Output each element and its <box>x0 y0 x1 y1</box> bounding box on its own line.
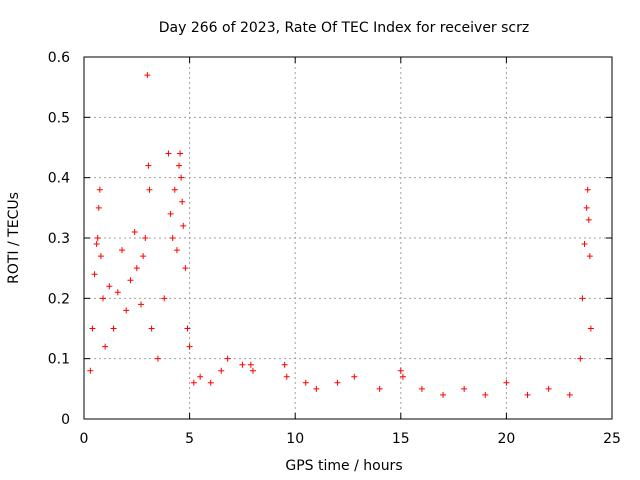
data-point <box>587 325 594 332</box>
data-point <box>302 379 309 386</box>
data-point <box>376 385 383 392</box>
data-point <box>114 289 121 296</box>
data-point <box>334 379 341 386</box>
x-tick-label: 0 <box>80 431 89 447</box>
data-point <box>545 385 552 392</box>
data-point <box>171 186 178 193</box>
data-point <box>93 241 100 248</box>
data-point <box>91 271 98 278</box>
data-point <box>177 150 184 157</box>
data-point <box>146 186 153 193</box>
data-point <box>119 247 126 254</box>
data-point <box>94 235 101 241</box>
x-tick-label: 5 <box>185 431 194 447</box>
data-point <box>144 72 151 79</box>
data-point <box>583 204 590 211</box>
data-point <box>577 355 584 362</box>
data-point <box>399 373 406 380</box>
x-tick-label: 15 <box>392 431 410 447</box>
data-point <box>351 373 358 380</box>
data-point <box>482 391 489 398</box>
data-point <box>140 253 147 260</box>
data-point <box>95 204 102 211</box>
data-point <box>586 253 593 260</box>
data-point <box>161 295 168 302</box>
y-tick-label: 0.6 <box>48 50 70 66</box>
x-tick-label: 10 <box>286 431 304 447</box>
data-point <box>461 385 468 392</box>
data-point <box>186 343 193 350</box>
y-tick-label: 0.1 <box>48 352 70 368</box>
data-point <box>145 162 152 169</box>
data-point <box>503 379 510 386</box>
y-tick-label: 0.2 <box>48 291 70 307</box>
y-tick-label: 0 <box>61 412 70 428</box>
y-tick-label: 0.4 <box>48 171 70 187</box>
data-point <box>184 325 191 332</box>
data-point <box>179 198 186 205</box>
data-point <box>131 228 138 235</box>
data-point <box>182 265 189 272</box>
axis-ticks <box>83 56 613 420</box>
data-point <box>102 343 109 350</box>
data-point <box>142 235 149 241</box>
x-tick-label: 20 <box>497 431 515 447</box>
y-axis-title: ROTI / TECUs <box>6 192 22 284</box>
data-point <box>585 216 592 223</box>
data-point <box>167 210 174 217</box>
data-point <box>418 385 425 392</box>
grid-lines <box>84 57 612 419</box>
data-point <box>281 361 288 368</box>
data-point <box>169 235 176 241</box>
data-point <box>138 301 145 308</box>
data-point <box>97 253 104 260</box>
data-point <box>524 391 531 398</box>
data-point <box>579 295 586 302</box>
data-point <box>190 379 197 386</box>
data-point <box>178 174 185 181</box>
x-tick-label: 25 <box>603 431 621 447</box>
data-point <box>224 355 231 362</box>
plot-frame <box>83 56 613 420</box>
data-point <box>154 355 161 362</box>
data-point <box>239 361 246 368</box>
x-tick-labels: 0 5 10 15 20 25 <box>80 431 621 447</box>
data-point <box>133 265 140 272</box>
data-point <box>165 150 172 157</box>
data-point <box>127 277 134 284</box>
data-point <box>249 367 256 374</box>
y-tick-labels: 0 0.1 0.2 0.3 0.4 0.5 0.6 <box>48 50 70 428</box>
data-point <box>397 367 404 374</box>
y-tick-label: 0.5 <box>48 110 70 126</box>
data-point <box>581 241 588 248</box>
data-point <box>173 247 180 254</box>
data-point <box>110 325 117 332</box>
data-point <box>283 373 290 380</box>
data-point <box>218 367 225 374</box>
data-point <box>440 391 447 398</box>
data-point <box>566 391 573 398</box>
x-axis-title: GPS time / hours <box>285 458 402 474</box>
data-point <box>180 222 187 229</box>
data-point <box>106 283 113 290</box>
data-point <box>100 295 107 302</box>
data-point <box>96 186 103 193</box>
data-point <box>123 307 130 314</box>
data-point <box>313 385 320 392</box>
data-point <box>197 373 204 380</box>
data-point <box>247 361 254 368</box>
data-point <box>87 367 94 374</box>
data-point <box>207 379 214 386</box>
data-point <box>176 162 183 169</box>
chart-title: Day 266 of 2023, Rate Of TEC Index for r… <box>159 20 529 36</box>
data-point <box>584 186 591 193</box>
data-points <box>87 72 594 398</box>
data-point <box>89 325 96 332</box>
data-point <box>148 325 155 332</box>
y-tick-label: 0.3 <box>48 231 70 247</box>
